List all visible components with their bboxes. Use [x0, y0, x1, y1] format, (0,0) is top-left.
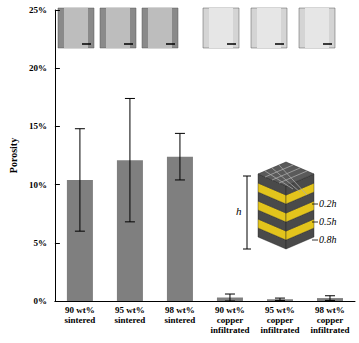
svg-text:copper: copper — [267, 315, 294, 325]
svg-text:h: h — [236, 205, 242, 217]
svg-text:95 wt%: 95 wt% — [265, 305, 295, 315]
svg-text:90 wt%: 90 wt% — [65, 305, 95, 315]
svg-text:infiltrated: infiltrated — [310, 325, 349, 335]
svg-text:98 wt%: 98 wt% — [165, 305, 195, 315]
svg-text:0%: 0% — [33, 296, 47, 306]
svg-text:90 wt%: 90 wt% — [215, 305, 245, 315]
svg-text:20%: 20% — [29, 63, 47, 73]
svg-text:10%: 10% — [29, 180, 47, 190]
svg-text:copper: copper — [317, 315, 344, 325]
svg-text:infiltrated: infiltrated — [260, 325, 299, 335]
svg-text:95 wt%: 95 wt% — [115, 305, 145, 315]
svg-text:sintered: sintered — [115, 315, 146, 325]
svg-text:0.2h: 0.2h — [319, 198, 337, 209]
svg-text:Porosity: Porosity — [8, 138, 19, 173]
svg-text:0.8h: 0.8h — [319, 234, 337, 245]
svg-text:infiltrated: infiltrated — [210, 325, 249, 335]
svg-text:0.5h: 0.5h — [319, 216, 337, 227]
svg-text:copper: copper — [217, 315, 244, 325]
svg-text:sintered: sintered — [64, 315, 95, 325]
svg-text:15%: 15% — [29, 121, 47, 131]
svg-text:25%: 25% — [29, 5, 47, 15]
svg-text:98 wt%: 98 wt% — [315, 305, 345, 315]
svg-text:5%: 5% — [33, 238, 47, 248]
svg-text:sintered: sintered — [165, 315, 196, 325]
